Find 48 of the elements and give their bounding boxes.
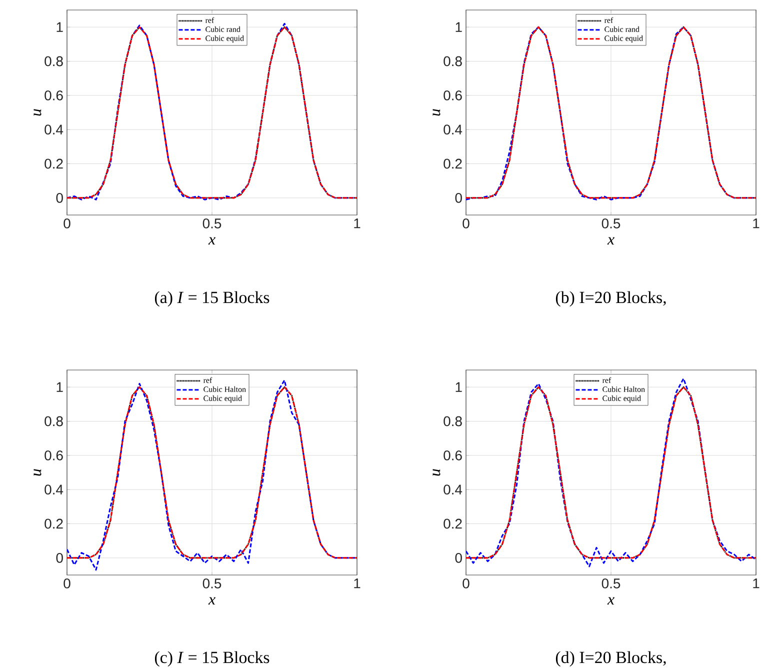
y-tick-label: 0.2 [444, 518, 462, 529]
y-tick-label: 0.6 [44, 90, 63, 100]
x-tick-label: 0 [64, 578, 70, 588]
y-tick-label: 0.6 [444, 450, 462, 460]
x-axis-title: x [607, 597, 614, 605]
x-tick-label: 0.5 [202, 578, 222, 588]
y-tick-label: 0 [455, 552, 462, 563]
x-tick-label: 0.5 [202, 218, 222, 228]
x-tick-label: 1 [354, 218, 360, 228]
y-tick-label: 0.8 [44, 56, 63, 66]
y-tick-label: 0.4 [44, 124, 64, 135]
text: (d) I=20 Blocks, [556, 651, 666, 667]
x-axis-title: x [208, 597, 216, 605]
text: (a) I = 15 Blocks [154, 291, 270, 307]
y-tick-label: 1 [456, 382, 462, 392]
x-tick-label: 0 [462, 578, 470, 588]
y-tick-label: 0.6 [444, 90, 462, 100]
x-tick-label: 0 [64, 218, 70, 228]
y-tick-label: 0.2 [44, 158, 63, 169]
y-tick-label: 0.6 [44, 450, 63, 460]
x-tick-label: 1 [753, 578, 760, 588]
x-axis-title: x [208, 237, 216, 245]
y-tick-label: 0.4 [444, 124, 462, 135]
x-tick-label: 0.5 [602, 578, 620, 588]
y-tick-label: 0.4 [44, 484, 64, 495]
text: (c) I = 15 Blocks [154, 651, 270, 667]
y-axis-title: u [34, 109, 42, 116]
y-tick-label: 1 [56, 22, 63, 32]
x-tick-label: 1 [753, 218, 760, 228]
x-tick-label: 1 [354, 578, 360, 588]
y-axis-title: u [432, 109, 440, 116]
y-axis-title: u [34, 469, 42, 476]
y-tick-label: 0.2 [44, 518, 63, 529]
y-tick-label: 1 [456, 22, 462, 32]
y-tick-label: 1 [56, 382, 63, 392]
x-axis-title: x [607, 237, 614, 245]
y-tick-label: 0.8 [444, 416, 462, 426]
x-tick-label: 0.5 [602, 218, 620, 228]
text: (b) I=20 Blocks, [556, 291, 666, 307]
y-tick-label: 0 [56, 192, 63, 203]
y-tick-label: 0 [455, 192, 462, 203]
y-axis-title: u [432, 469, 440, 476]
y-tick-label: 0.8 [44, 416, 63, 426]
y-tick-label: 0 [56, 552, 63, 563]
x-tick-label: 0 [462, 218, 470, 228]
y-tick-label: 0.4 [444, 484, 462, 495]
y-tick-label: 0.8 [444, 56, 462, 66]
y-tick-label: 0.2 [444, 158, 462, 169]
